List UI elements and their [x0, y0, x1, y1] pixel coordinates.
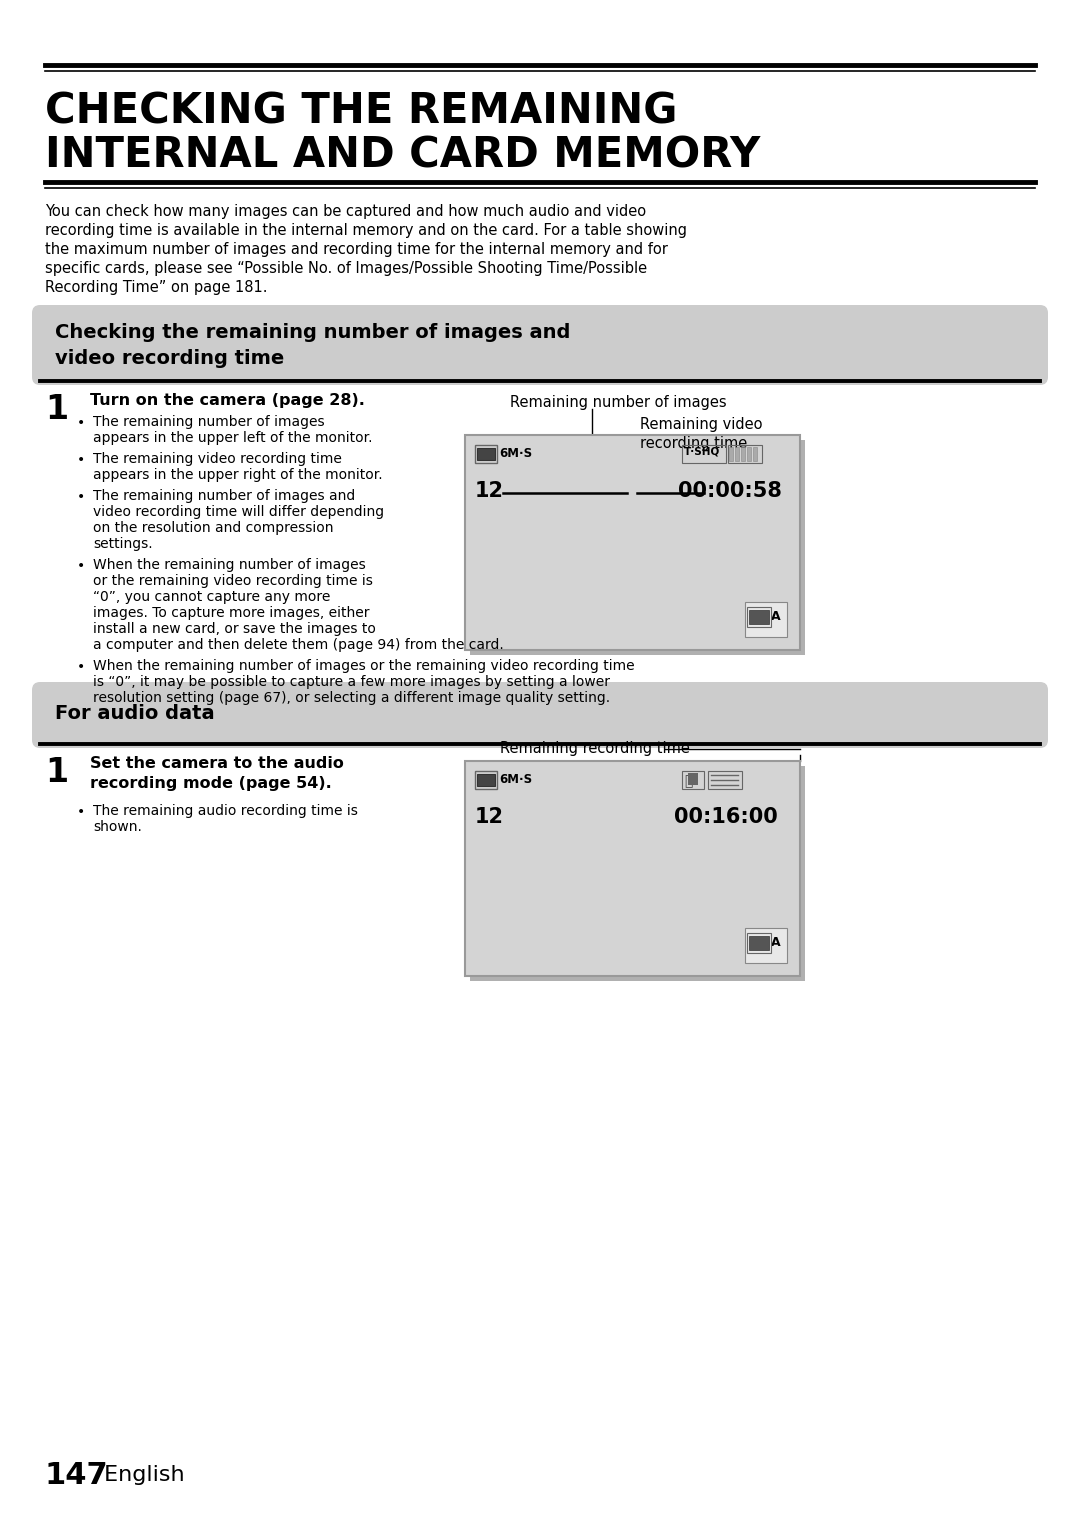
- Text: is “0”, it may be possible to capture a few more images by setting a lower: is “0”, it may be possible to capture a …: [93, 675, 610, 689]
- Bar: [681, 771, 704, 789]
- Text: 1: 1: [45, 392, 68, 426]
- Text: Set the camera to the audio: Set the camera to the audio: [90, 756, 343, 771]
- Text: a computer and then delete them (page 94) from the card.: a computer and then delete them (page 94…: [93, 637, 503, 653]
- Bar: [688, 773, 698, 785]
- Text: 00:16:00: 00:16:00: [674, 808, 778, 827]
- Text: resolution setting (page 67), or selecting a different image quality setting.: resolution setting (page 67), or selecti…: [93, 691, 610, 706]
- Text: recording mode (page 54).: recording mode (page 54).: [90, 776, 332, 791]
- Text: images. To capture more images, either: images. To capture more images, either: [93, 605, 369, 621]
- Text: Remaining number of images: Remaining number of images: [510, 395, 727, 411]
- Bar: [747, 932, 771, 954]
- Text: on the resolution and compression: on the resolution and compression: [93, 522, 334, 535]
- Text: video recording time will differ depending: video recording time will differ dependi…: [93, 505, 384, 519]
- Text: INTERNAL AND CARD MEMORY: INTERNAL AND CARD MEMORY: [45, 134, 760, 176]
- FancyBboxPatch shape: [32, 306, 1048, 385]
- Text: the maximum number of images and recording time for the internal memory and for: the maximum number of images and recordi…: [45, 242, 667, 257]
- Text: Remaining video: Remaining video: [640, 417, 762, 432]
- Bar: [728, 446, 762, 462]
- Text: 00:00:58: 00:00:58: [678, 481, 782, 500]
- Text: •: •: [77, 417, 85, 430]
- Bar: [741, 447, 745, 461]
- Text: 12: 12: [475, 808, 504, 827]
- Bar: [735, 447, 739, 461]
- Text: When the remaining number of images or the remaining video recording time: When the remaining number of images or t…: [93, 659, 635, 672]
- Text: Recording Time” on page 181.: Recording Time” on page 181.: [45, 280, 268, 295]
- Bar: [747, 447, 751, 461]
- Bar: [477, 774, 495, 786]
- Bar: [745, 928, 787, 963]
- Text: 1: 1: [45, 756, 68, 789]
- Text: CHECKING THE REMAINING: CHECKING THE REMAINING: [45, 90, 677, 132]
- Text: The remaining audio recording time is: The remaining audio recording time is: [93, 805, 357, 818]
- Bar: [477, 449, 495, 459]
- Bar: [753, 447, 757, 461]
- Text: or the remaining video recording time is: or the remaining video recording time is: [93, 573, 373, 589]
- Text: •: •: [77, 490, 85, 503]
- Bar: [470, 767, 805, 981]
- Text: shown.: shown.: [93, 820, 141, 834]
- Text: T·SHQ: T·SHQ: [684, 447, 720, 456]
- Text: You can check how many images can be captured and how much audio and video: You can check how many images can be cap…: [45, 204, 646, 219]
- Text: settings.: settings.: [93, 537, 152, 551]
- Text: recording time: recording time: [640, 437, 747, 452]
- Text: appears in the upper right of the monitor.: appears in the upper right of the monito…: [93, 468, 382, 482]
- Bar: [470, 440, 805, 656]
- Bar: [750, 935, 769, 951]
- Bar: [465, 760, 800, 976]
- Text: 6M·S: 6M·S: [499, 447, 532, 459]
- Text: 12: 12: [475, 481, 504, 500]
- Bar: [708, 771, 742, 789]
- Text: English: English: [97, 1465, 185, 1484]
- Text: A: A: [771, 610, 781, 624]
- Bar: [747, 607, 771, 627]
- Text: Remaining recording time: Remaining recording time: [500, 741, 690, 756]
- Text: •: •: [77, 560, 85, 573]
- Bar: [465, 435, 800, 649]
- Bar: [750, 610, 769, 624]
- Bar: [745, 602, 787, 637]
- Text: The remaining video recording time: The remaining video recording time: [93, 452, 342, 465]
- Text: appears in the upper left of the monitor.: appears in the upper left of the monitor…: [93, 430, 373, 446]
- Text: “0”, you cannot capture any more: “0”, you cannot capture any more: [93, 590, 330, 604]
- Text: The remaining number of images: The remaining number of images: [93, 415, 325, 429]
- Text: recording time is available in the internal memory and on the card. For a table : recording time is available in the inter…: [45, 224, 687, 237]
- FancyBboxPatch shape: [32, 681, 1048, 748]
- Text: Turn on the camera (page 28).: Turn on the camera (page 28).: [90, 392, 365, 408]
- Bar: [729, 447, 733, 461]
- Text: install a new card, or save the images to: install a new card, or save the images t…: [93, 622, 376, 636]
- Text: The remaining number of images and: The remaining number of images and: [93, 488, 355, 503]
- Text: A: A: [771, 935, 781, 949]
- Text: video recording time: video recording time: [55, 348, 284, 368]
- Bar: [681, 446, 726, 462]
- Text: specific cards, please see “Possible No. of Images/Possible Shooting Time/Possib: specific cards, please see “Possible No.…: [45, 262, 647, 275]
- Text: •: •: [77, 453, 85, 467]
- Bar: [475, 771, 497, 789]
- Text: ⌶: ⌶: [684, 774, 692, 788]
- Text: For audio data: For audio data: [55, 704, 215, 722]
- Text: 6M·S: 6M·S: [499, 773, 532, 786]
- Text: •: •: [77, 805, 85, 818]
- Text: 147: 147: [45, 1462, 109, 1491]
- Bar: [475, 446, 497, 462]
- Text: •: •: [77, 660, 85, 674]
- Text: Checking the remaining number of images and: Checking the remaining number of images …: [55, 322, 570, 342]
- Text: When the remaining number of images: When the remaining number of images: [93, 558, 366, 572]
